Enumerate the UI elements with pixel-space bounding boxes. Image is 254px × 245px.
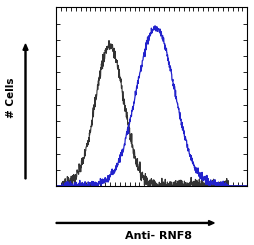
Text: # Cells: # Cells <box>6 78 17 118</box>
Text: Anti- RNF8: Anti- RNF8 <box>124 232 191 241</box>
